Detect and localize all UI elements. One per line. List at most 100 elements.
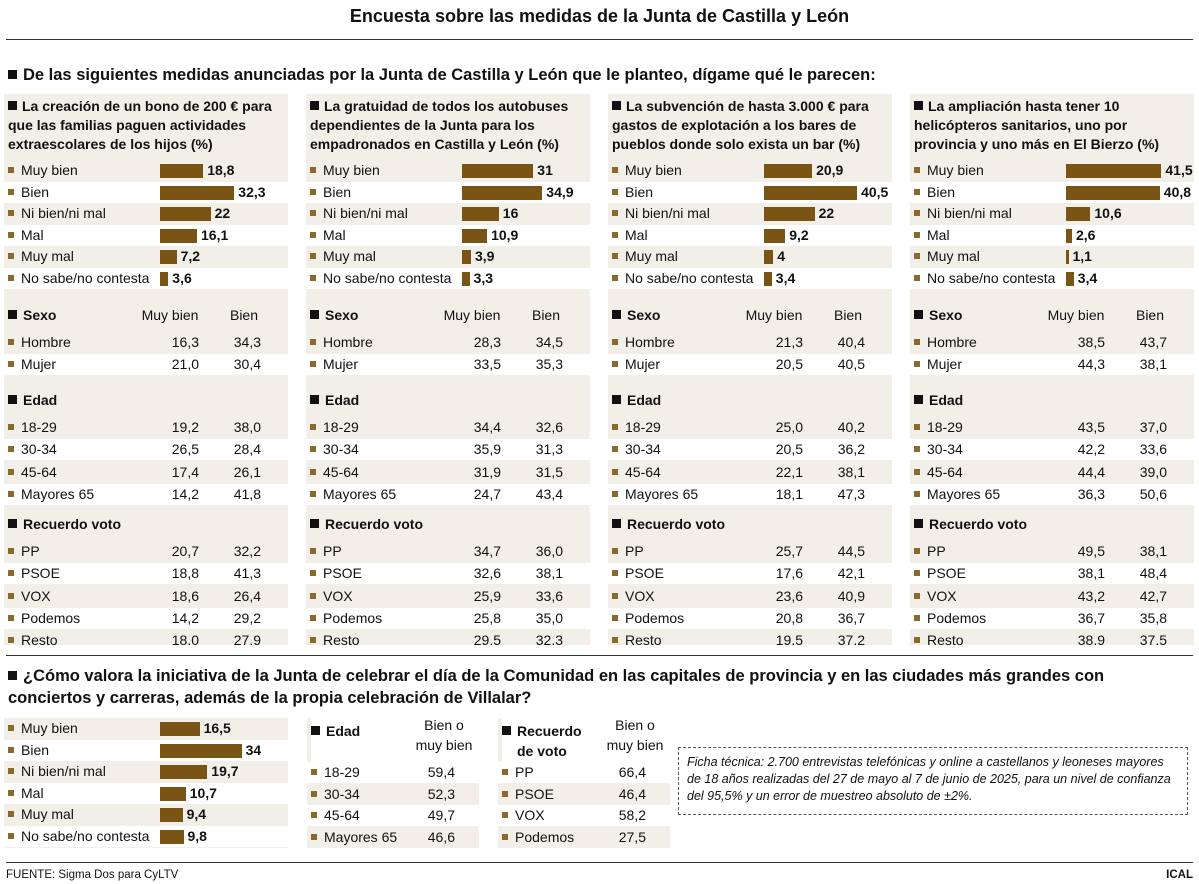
breakdown-row: PP 34,7 36,0 — [306, 541, 590, 562]
bar-row: Muy mal 7,2 — [4, 246, 288, 267]
row-label: 45-64 — [311, 807, 360, 823]
table-title-text: Edad — [326, 723, 361, 739]
group-header: Sexo Muy bien Bien — [306, 304, 590, 326]
square-bullet-icon — [914, 395, 923, 404]
bar-row: Ni bien/ni mal 19,7 — [4, 761, 288, 782]
muy-bien-value: 33,5 — [473, 356, 501, 373]
breakdown-label-text: Resto — [927, 632, 964, 645]
category-label: Ni bien/ni mal — [612, 205, 710, 221]
breakdown-row: Mayores 65 36,3 50,6 — [910, 483, 1194, 505]
marker-icon — [8, 167, 14, 173]
category-label: Bien — [612, 184, 653, 200]
group-title: Recuerdo voto — [8, 516, 121, 532]
breakdown-label-text: VOX — [21, 587, 51, 604]
breakdown-row: Hombre 21,3 40,4 — [608, 332, 892, 353]
bar-row: Mal 9,2 — [608, 224, 892, 246]
category-text: Bien — [21, 741, 50, 758]
muy-bien-value: 20,5 — [775, 441, 803, 458]
category-label: Bien — [914, 184, 955, 200]
marker-icon — [8, 592, 14, 599]
bien-value: 38,0 — [233, 419, 261, 435]
category-label: Ni bien/ni mal — [310, 205, 408, 221]
bien-value: 36,2 — [837, 441, 865, 458]
category-text: Mal — [21, 784, 44, 801]
breakdown-label: Hombre — [8, 334, 71, 350]
row-value: 59,4 — [427, 764, 455, 780]
bar-value-label: 3,9 — [475, 248, 495, 265]
bar-value-label: 16,5 — [203, 720, 231, 736]
breakdown-label-text: PSOE — [323, 565, 362, 582]
column-header-bien: Bien — [531, 307, 561, 323]
breakdown-label-text: Hombre — [21, 334, 71, 350]
category-label: Bien — [310, 184, 351, 200]
column-header-line1: Bien o — [424, 717, 464, 733]
bien-value: 42,7 — [1139, 587, 1167, 604]
breakdown-row: Mujer 44,3 38,1 — [910, 354, 1194, 376]
marker-icon — [8, 637, 14, 644]
group-title: Sexo — [612, 307, 660, 323]
bar-row: Mal 10,9 — [306, 224, 590, 246]
category-label: Bien — [8, 742, 49, 758]
breakdown-label-text: Hombre — [625, 334, 675, 350]
square-bullet-icon — [8, 70, 17, 79]
bar-value-label: 10,9 — [491, 226, 519, 243]
square-bullet-icon — [8, 101, 17, 110]
breakdown-label-text: 45-64 — [323, 463, 359, 480]
breakdown-label-text: Resto — [21, 632, 58, 645]
breakdown-row: Mayores 65 24,7 43,4 — [306, 483, 590, 505]
group-title-text: Edad — [23, 392, 58, 408]
category-label: Ni bien/ni mal — [914, 205, 1012, 221]
breakdown-label-text: Mujer — [323, 356, 359, 373]
category-text: Bien — [927, 183, 956, 200]
category-label: Muy mal — [8, 248, 74, 264]
muy-bien-value: 38,9 — [1077, 632, 1105, 645]
muy-bien-value: 38,5 — [1077, 334, 1105, 350]
breakdown-label: Resto — [8, 632, 58, 645]
category-text: Mal — [927, 226, 950, 243]
marker-icon — [914, 188, 920, 195]
column-header: Bien o muy bien — [600, 715, 670, 755]
marker-icon — [310, 424, 316, 430]
group-header: Edad — [910, 389, 1194, 411]
row-label-text: Podemos — [515, 828, 575, 845]
bar-mark — [1066, 207, 1091, 222]
row-label: 30-34 — [311, 786, 360, 802]
bien-value: 32,3 — [535, 632, 563, 645]
bar-value-label: 3,3 — [473, 270, 494, 286]
bar-mark — [764, 207, 815, 222]
bien-value: 36,0 — [535, 543, 563, 559]
category-text: Mal — [625, 226, 648, 243]
bien-value: 43,4 — [535, 485, 563, 502]
bar-value-label: 22 — [214, 205, 231, 222]
category-text: Bien — [625, 183, 654, 200]
muy-bien-value: 26,5 — [171, 441, 199, 458]
breakdown-row: 30-34 20,5 36,2 — [608, 439, 892, 461]
bien-value: 33,6 — [1139, 441, 1167, 458]
breakdown-label-text: 30-34 — [323, 441, 359, 458]
bar-row: Mal 16,1 — [4, 224, 288, 246]
bar-row: Muy mal 9,4 — [4, 804, 288, 825]
group-title: Edad — [310, 392, 359, 408]
group-header: Edad — [4, 389, 288, 411]
group-title: Edad — [612, 392, 661, 408]
row-label-text: PP — [515, 764, 534, 780]
marker-icon — [310, 570, 316, 577]
marker-icon — [612, 490, 618, 497]
bar-row: Ni bien/ni mal 16 — [306, 203, 590, 224]
square-bullet-icon — [310, 101, 319, 110]
square-bullet-icon — [914, 310, 923, 319]
breakdown-label-text: Mujer — [21, 356, 57, 373]
table-row: Podemos 27,5 — [498, 827, 670, 848]
table-title: Recuerdo de voto — [502, 721, 582, 761]
square-bullet-icon — [502, 726, 511, 735]
bar-value-label: 20,9 — [816, 162, 844, 178]
bar-row: Muy bien 31 — [306, 160, 590, 181]
category-label: Ni bien/ni mal — [8, 763, 106, 779]
bien-value: 35,8 — [1139, 609, 1167, 626]
column-header-bien: Bien — [229, 307, 259, 323]
group-title: Recuerdo voto — [310, 516, 423, 532]
bien-value: 33,6 — [535, 587, 563, 604]
breakdown-label-text: 30-34 — [927, 441, 963, 458]
marker-icon — [310, 339, 316, 345]
breakdown-row: VOX 23,6 40,9 — [608, 586, 892, 607]
